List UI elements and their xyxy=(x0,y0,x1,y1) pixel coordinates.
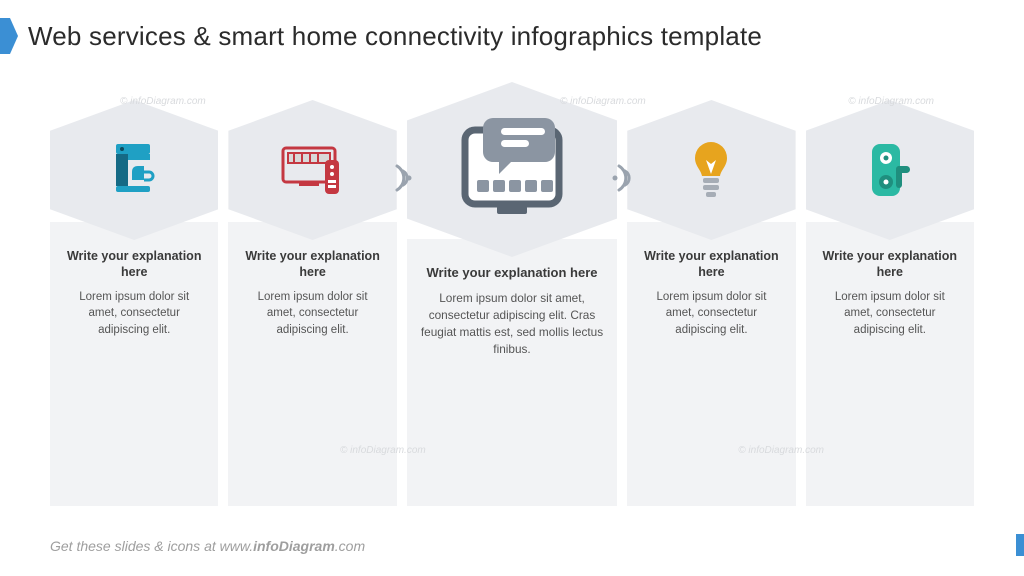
para-bulb: Lorem ipsum dolor sit amet, consectetur … xyxy=(641,289,781,339)
hex-coffee xyxy=(50,100,218,240)
hex-lock xyxy=(806,100,974,240)
signal-right-icon xyxy=(609,158,637,198)
hex-tv xyxy=(228,100,396,240)
heading-bulb: Write your explanation here xyxy=(641,248,781,281)
accent-right xyxy=(1016,534,1024,556)
para-hub: Lorem ipsum dolor sit amet, consectetur … xyxy=(421,290,603,358)
column-lock: Write your explanation here Lorem ipsum … xyxy=(806,100,974,506)
para-lock: Lorem ipsum dolor sit amet, consectetur … xyxy=(820,289,960,339)
coffee-machine-icon xyxy=(102,138,166,202)
para-tv: Lorem ipsum dolor sit amet, consectetur … xyxy=(242,289,382,339)
accent-tab xyxy=(0,18,10,54)
column-coffee: Write your explanation here Lorem ipsum … xyxy=(50,100,218,506)
bulb-icon xyxy=(686,138,736,202)
heading-lock: Write your explanation here xyxy=(820,248,960,281)
page-title: Web services & smart home connectivity i… xyxy=(28,21,762,52)
heading-tv: Write your explanation here xyxy=(242,248,382,281)
hex-hub xyxy=(407,82,617,257)
footer-post: .com xyxy=(335,538,365,554)
body-lock: Write your explanation here Lorem ipsum … xyxy=(806,222,974,506)
title-bar: Web services & smart home connectivity i… xyxy=(0,0,1024,54)
smart-lock-icon xyxy=(864,138,916,202)
column-bulb: Write your explanation here Lorem ipsum … xyxy=(627,100,795,506)
hex-bulb xyxy=(627,100,795,240)
heading-coffee: Write your explanation here xyxy=(64,248,204,281)
body-tv: Write your explanation here Lorem ipsum … xyxy=(228,222,396,506)
column-tv: Write your explanation here Lorem ipsum … xyxy=(228,100,396,506)
footer-bold: infoDiagram xyxy=(253,538,335,554)
footer-pre: Get these slides & icons at www. xyxy=(50,538,253,554)
body-hub: Write your explanation here Lorem ipsum … xyxy=(407,239,617,506)
tv-remote-icon xyxy=(277,140,349,200)
heading-hub: Write your explanation here xyxy=(421,265,603,282)
body-coffee: Write your explanation here Lorem ipsum … xyxy=(50,222,218,506)
body-bulb: Write your explanation here Lorem ipsum … xyxy=(627,222,795,506)
footer-credit: Get these slides & icons at www.infoDiag… xyxy=(50,538,365,554)
para-coffee: Lorem ipsum dolor sit amet, consectetur … xyxy=(64,289,204,339)
smart-hub-icon xyxy=(447,110,577,230)
infographic-stage: Write your explanation here Lorem ipsum … xyxy=(50,100,974,506)
signal-left-icon xyxy=(387,158,415,198)
column-hub: Write your explanation here Lorem ipsum … xyxy=(407,100,617,506)
